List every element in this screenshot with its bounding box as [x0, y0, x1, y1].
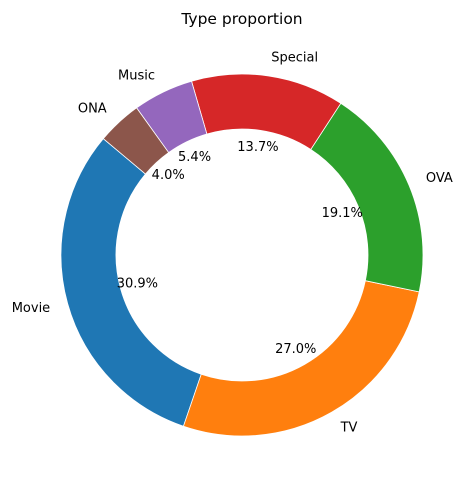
percent-label-ova: 19.1% [322, 206, 363, 221]
slice-movie [60, 138, 202, 427]
slice-tv [182, 280, 420, 437]
percent-label-music: 5.4% [178, 150, 211, 165]
slice-ona [102, 107, 170, 175]
percent-label-movie: 30.9% [117, 277, 158, 292]
slice-special [191, 73, 342, 150]
percent-label-ona: 4.0% [152, 168, 185, 183]
category-label-tv: TV [340, 420, 358, 435]
percent-label-tv: 27.0% [275, 342, 316, 357]
category-label-special: Special [271, 51, 318, 66]
percent-label-special: 13.7% [237, 140, 278, 155]
chart-title: Type proportion [180, 10, 302, 28]
category-label-ona: ONA [78, 101, 107, 116]
labels-group: Movie 30.9% TV 27.0% OVA 19.1% Special 13.7% Mus… [12, 51, 453, 436]
category-label-ova: OVA [426, 171, 453, 186]
category-label-movie: Movie [12, 301, 50, 316]
slice-ova [310, 102, 424, 293]
category-label-music: Music [118, 68, 155, 83]
slices-group [60, 73, 424, 437]
